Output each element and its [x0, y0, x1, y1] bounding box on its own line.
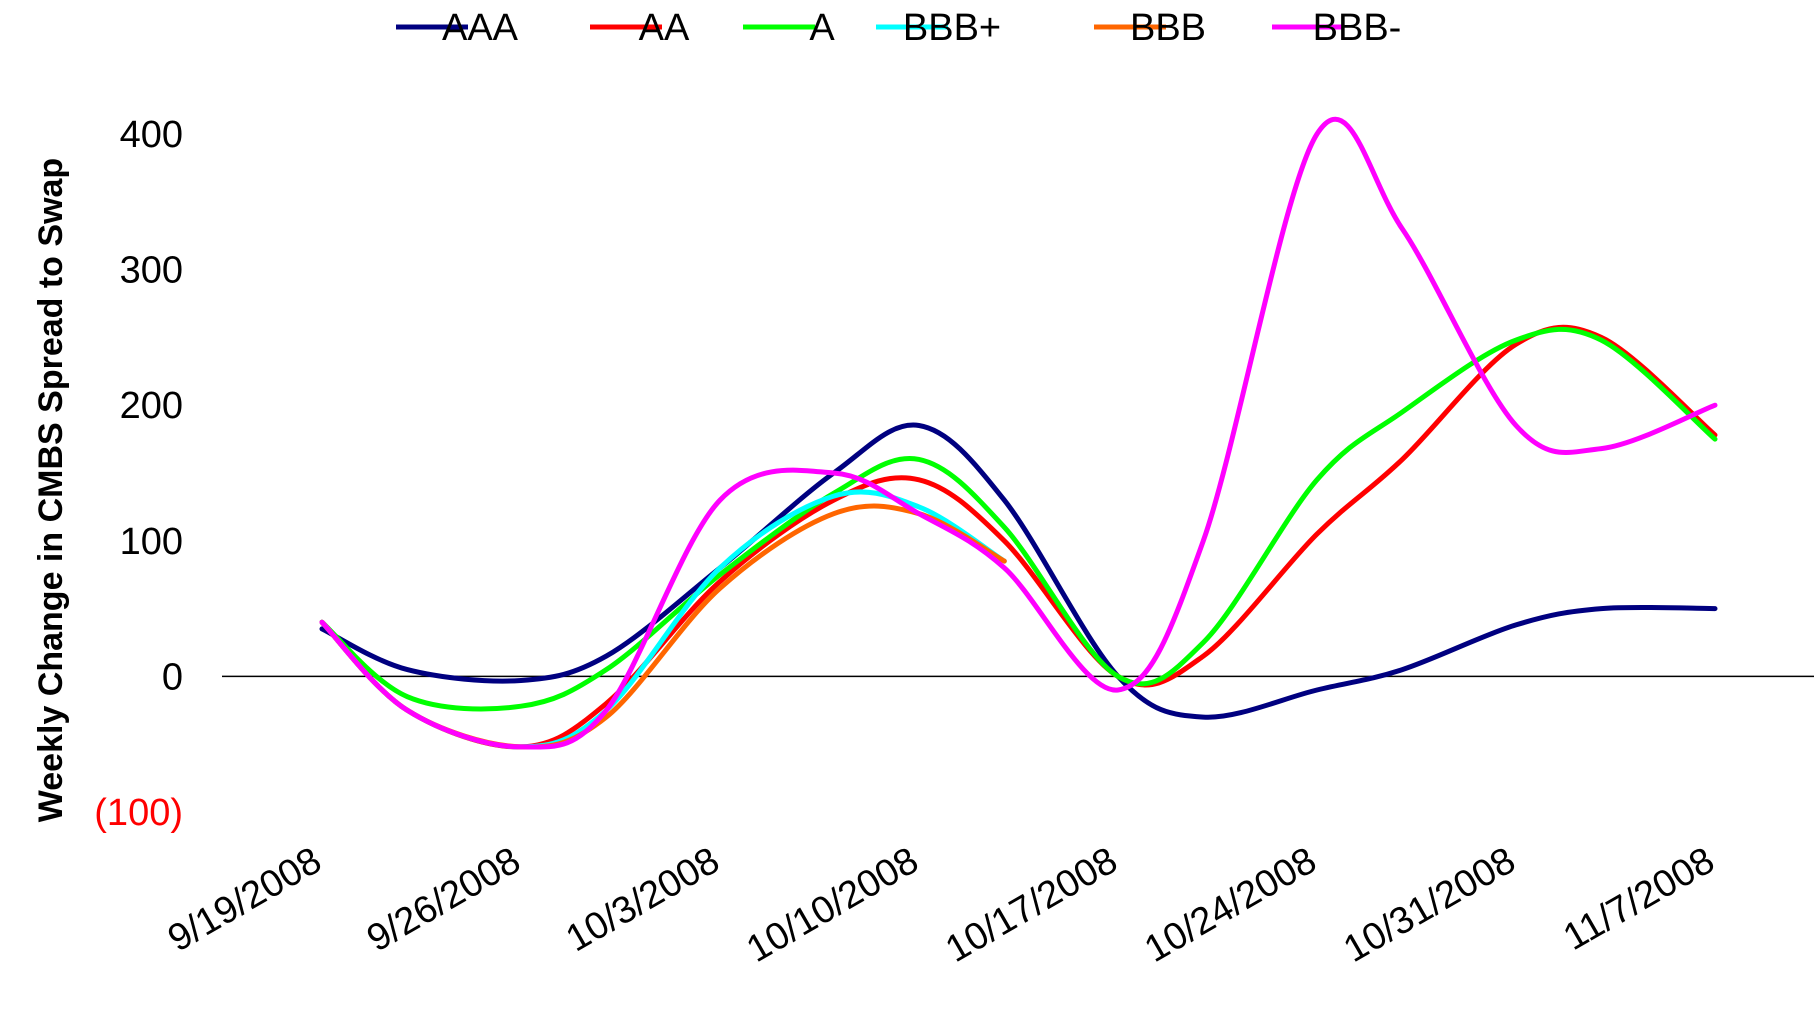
series-line-aaa	[319, 422, 1718, 720]
y-axis-title-group: Weekly Change in CMBS Spread to Swap	[32, 158, 70, 822]
y-tick-label: (100)	[94, 792, 183, 834]
y-axis-title: Weekly Change in CMBS Spread to Swap	[32, 158, 70, 822]
y-tick-label: 100	[120, 521, 183, 563]
series-line-aa	[319, 324, 1718, 750]
y-tick-label: 0	[162, 656, 183, 698]
legend-label: AA	[639, 7, 690, 49]
y-tick-label: 200	[120, 385, 183, 427]
legend-label: BBB	[1130, 7, 1206, 49]
legend-item-bbb-minus: BBB-	[1272, 7, 1401, 49]
y-axis-ticks: 400 300 200 100 0 (100)	[94, 114, 183, 834]
x-tick-label: 11/7/2008	[1557, 839, 1722, 958]
y-tick-label: 300	[120, 250, 183, 292]
y-tick-label: 400	[120, 114, 183, 156]
x-tick-label: 10/24/2008	[1138, 839, 1324, 970]
legend-item-aaa: AAA	[396, 7, 519, 49]
legend-label: BBB+	[903, 7, 1001, 49]
x-axis-ticks: 9/19/2008 9/26/2008 10/3/2008 10/10/2008 10/…	[161, 839, 1721, 970]
legend: AAA AA A BBB+ BBB BBB-	[396, 7, 1401, 49]
series-lines	[319, 116, 1718, 750]
legend-label: AAA	[442, 7, 519, 49]
series-line-bbb-minus	[319, 116, 1718, 750]
x-tick-label: 10/31/2008	[1337, 839, 1523, 970]
legend-item-bbb-plus: BBB+	[876, 7, 1001, 49]
x-tick-label: 10/10/2008	[740, 839, 926, 970]
series-line-bbb-plus	[319, 489, 1007, 750]
x-tick-label: 10/17/2008	[939, 839, 1125, 970]
legend-item-bbb: BBB	[1094, 7, 1206, 49]
x-tick-label: 9/19/2008	[161, 839, 328, 960]
legend-label: A	[809, 7, 835, 49]
legend-item-aa: AA	[590, 7, 690, 49]
x-tick-label: 9/26/2008	[360, 839, 527, 960]
x-tick-label: 10/3/2008	[559, 839, 726, 960]
legend-label: BBB-	[1313, 7, 1402, 49]
series-line-a	[319, 326, 1718, 712]
legend-item-a: A	[743, 7, 835, 49]
